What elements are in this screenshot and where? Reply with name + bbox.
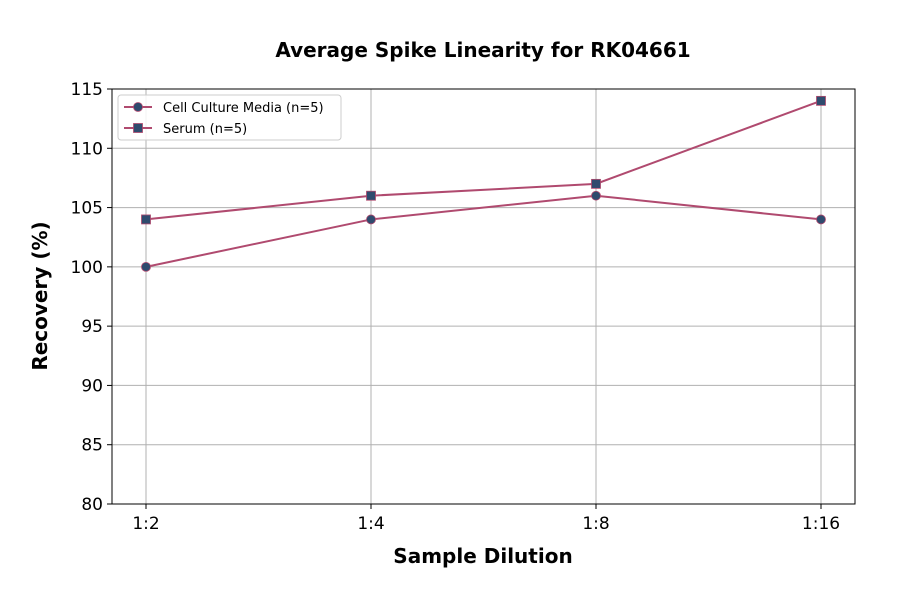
y-axis-label: Recovery (%)	[28, 221, 52, 370]
y-tick-label: 115	[71, 80, 103, 100]
x-tick-label: 1:16	[802, 514, 840, 534]
legend-box	[117, 94, 342, 141]
series-line-2	[145, 99, 822, 221]
x-tick-label: 1:8	[582, 514, 609, 534]
x-tick-label: 1:2	[132, 514, 159, 534]
y-tick-label: 105	[71, 199, 103, 219]
data-point	[816, 95, 826, 106]
y-tick-label: 80	[81, 495, 103, 515]
series-line-1	[145, 194, 822, 268]
x-axis-label: Sample Dilution	[393, 544, 572, 568]
series-group	[141, 95, 826, 272]
ticks: 80 85 90 95 100 105 110 115 1:2 1:4 1:8 1:16	[71, 80, 841, 534]
chart-title: Average Spike Linearity for RK04661	[275, 38, 690, 62]
data-point	[141, 214, 151, 225]
grid	[112, 88, 855, 505]
data-point	[591, 178, 601, 189]
y-tick-label: 85	[81, 436, 103, 456]
y-tick-label: 100	[71, 258, 103, 278]
data-point	[816, 214, 826, 225]
plot-frame	[111, 88, 856, 505]
legend-label: Cell Culture Media (n=5)	[163, 101, 324, 116]
y-tick-label: 95	[81, 317, 103, 337]
y-tick-label: 110	[71, 139, 103, 159]
legend: Cell Culture Media (n=5) Serum (n=5)	[117, 94, 342, 141]
data-point	[141, 261, 151, 272]
data-point	[366, 190, 376, 201]
legend-marker-circle	[133, 102, 143, 112]
legend-label: Serum (n=5)	[163, 122, 247, 137]
x-tick-label: 1:4	[357, 514, 384, 534]
data-point	[591, 190, 601, 201]
y-tick-label: 90	[81, 376, 103, 396]
legend-marker-square	[133, 123, 143, 133]
data-point	[366, 214, 376, 225]
